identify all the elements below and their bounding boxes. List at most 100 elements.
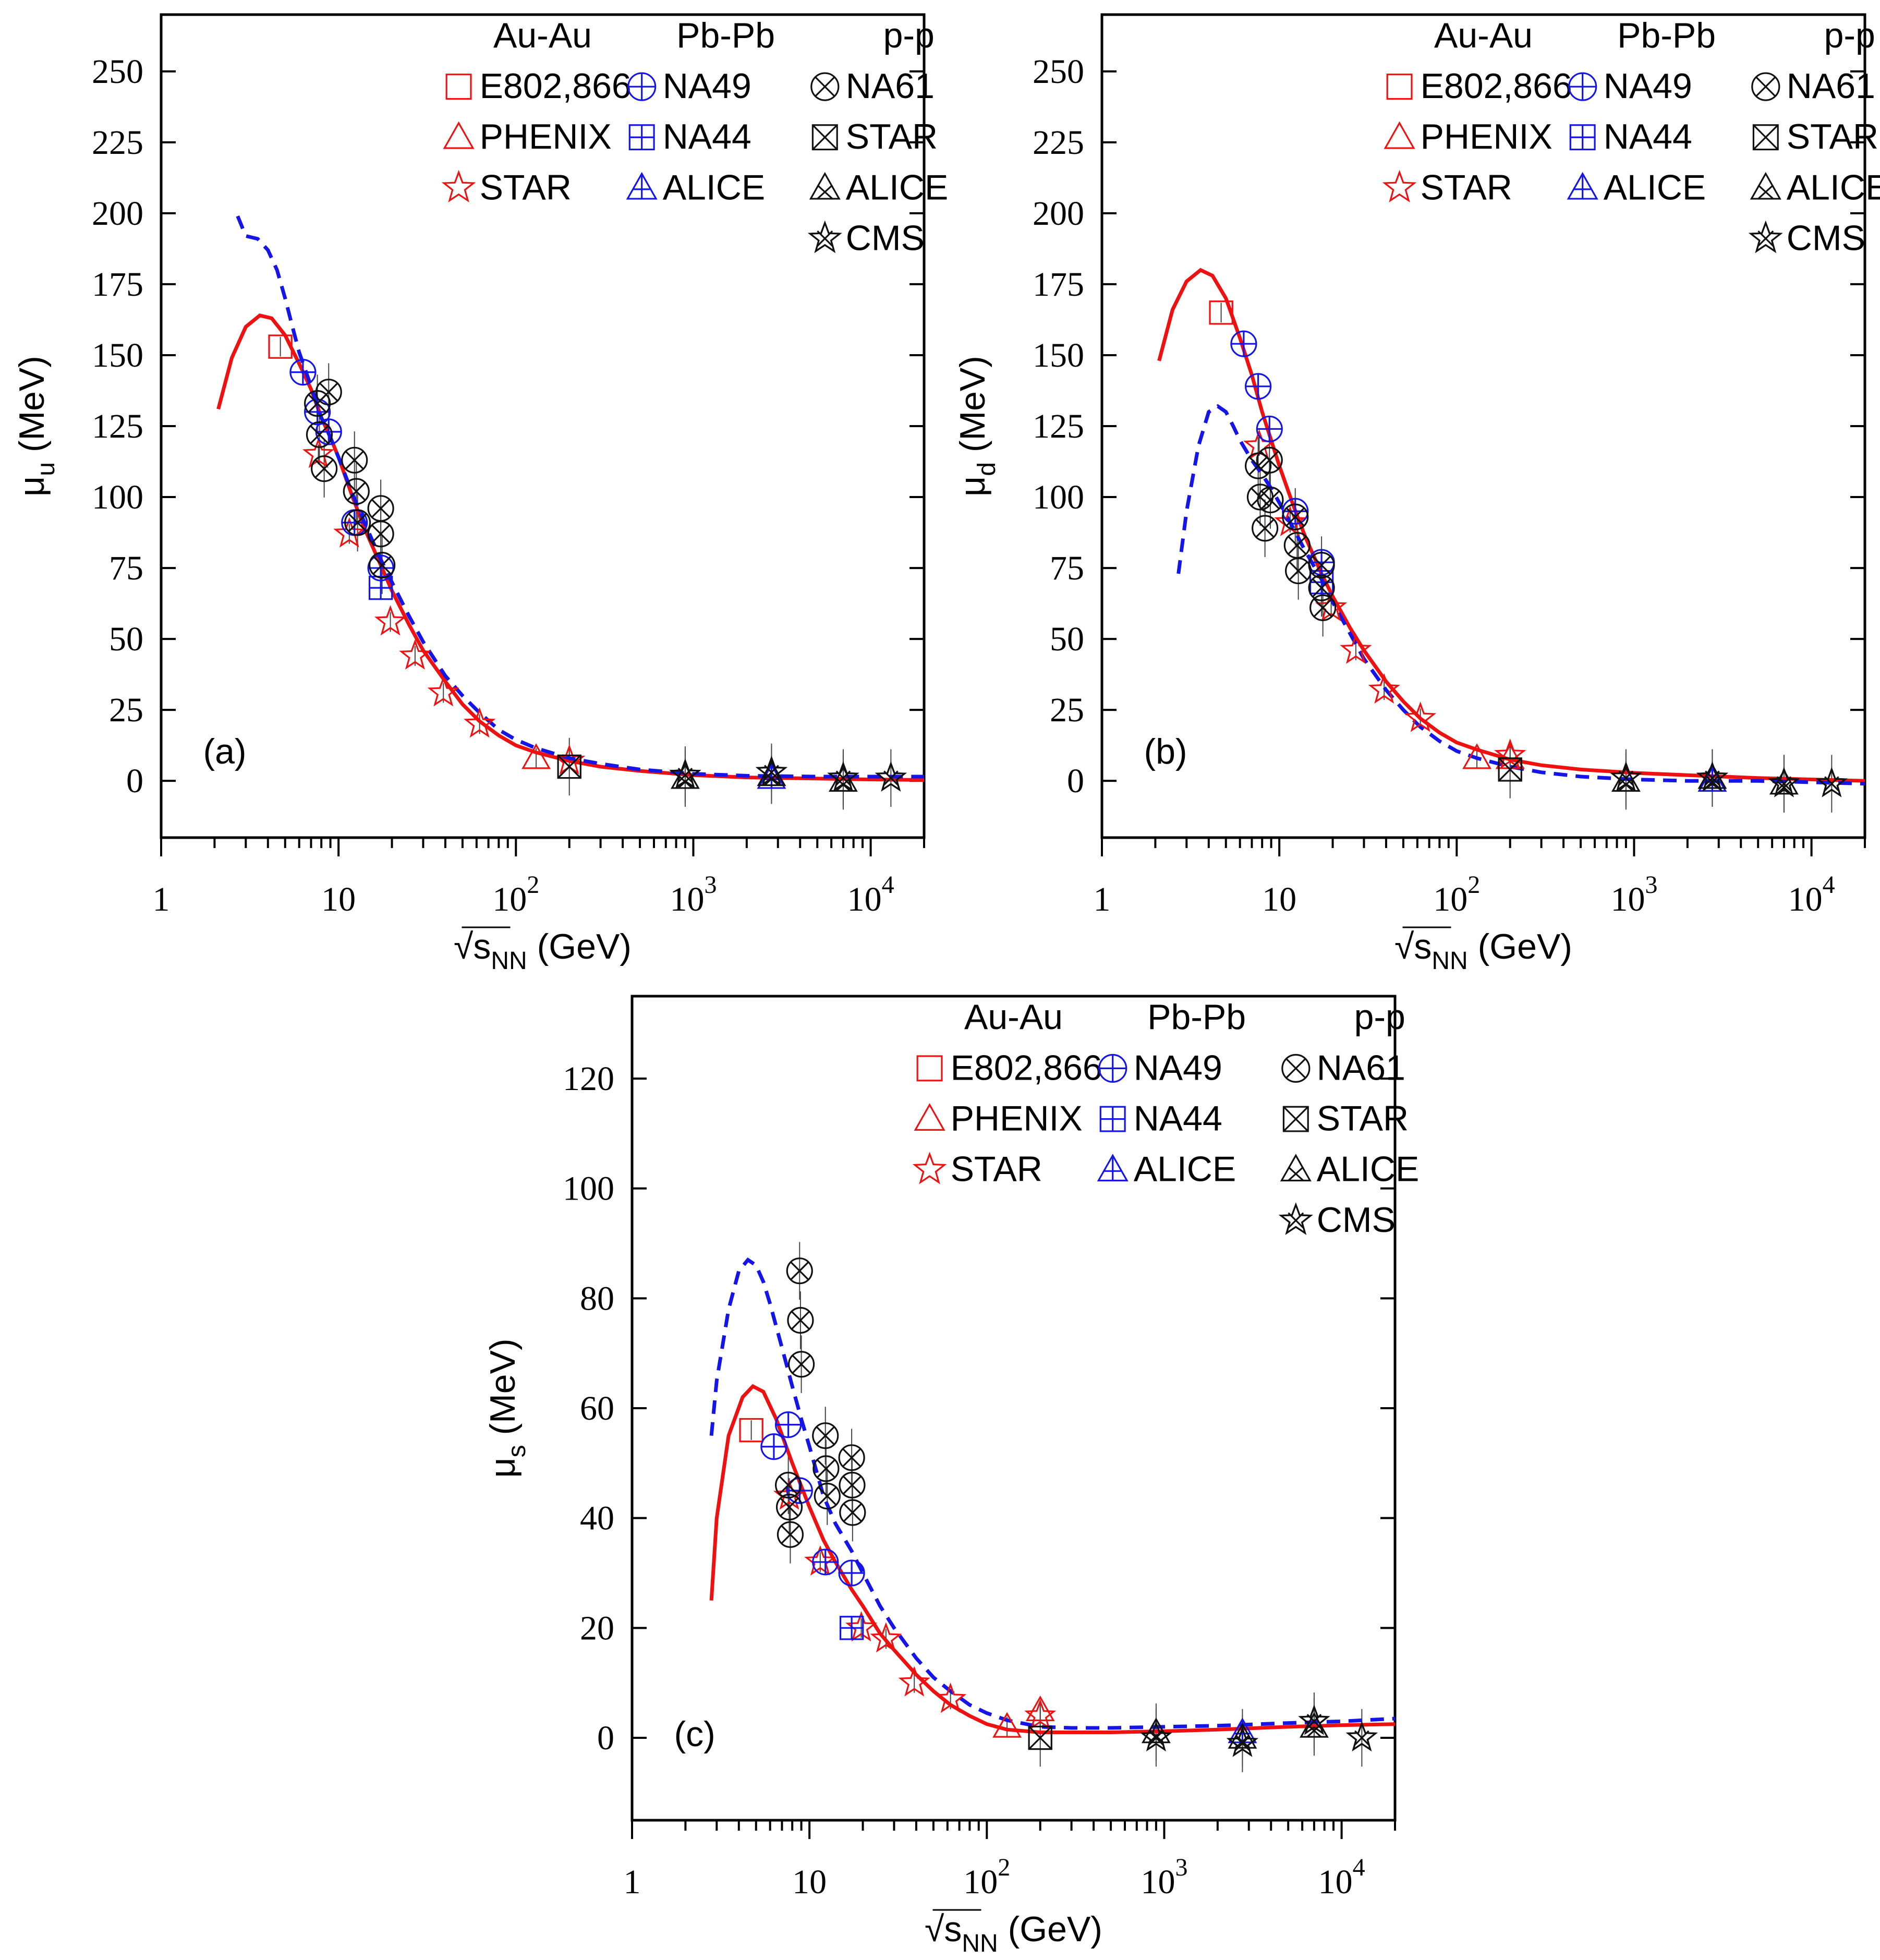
y-tick-label: 250	[92, 53, 143, 91]
y-tick-label: 150	[1033, 336, 1084, 374]
x-tick-base: 10	[963, 1863, 998, 1901]
x-tick-label: 103	[670, 871, 717, 918]
x-tick-label: 104	[1788, 871, 1835, 918]
data-point-star-x	[1298, 1704, 1330, 1735]
data-point-circle-x	[1308, 552, 1335, 579]
data-point-star-x	[1768, 767, 1800, 797]
model-curve-dashed	[236, 215, 924, 779]
legend-label: PHENIX	[951, 1099, 1083, 1139]
data-point-square-x	[1498, 757, 1522, 782]
x-tick-label: 104	[847, 871, 894, 918]
legend-label: ALICE	[846, 167, 949, 207]
model-curve-dashed	[709, 1257, 1395, 1730]
y-axis-label-sub: u	[32, 462, 60, 476]
x-axis-label-sub: NN	[962, 1930, 998, 1957]
data-point-circle-plus	[315, 418, 342, 445]
x-axis-label-sub: NN	[1432, 947, 1467, 975]
x-axis-label: √sNN (GeV)	[1394, 927, 1572, 975]
y-tick-label: 125	[92, 407, 143, 445]
data-point-circle-plus	[775, 1411, 802, 1438]
y-tick-label: 150	[92, 336, 143, 374]
data-point-star-x	[1610, 761, 1642, 792]
y-tick-label: 25	[1050, 691, 1084, 729]
x-tick-base: 10	[1610, 880, 1645, 918]
data-point-star-x	[669, 758, 701, 789]
data-point-star	[870, 1622, 902, 1653]
legend-label: NA44	[1134, 1099, 1222, 1139]
legend-header: Au-Au	[493, 16, 592, 55]
legend-marker-star	[441, 170, 476, 203]
legend-label: CMS	[1317, 1200, 1396, 1240]
legend-marker-square-plus	[1099, 1106, 1126, 1132]
x-tick-base: 1	[153, 880, 170, 918]
x-tick-label: 104	[1318, 1854, 1365, 1901]
data-point-square	[1209, 300, 1233, 325]
y-tick-label: 200	[92, 195, 143, 233]
y-tick-label: 80	[580, 1279, 614, 1317]
x-tick-exponent: 2	[998, 1854, 1010, 1881]
x-tick-label: 103	[1141, 1854, 1187, 1901]
data-point-circle-x	[341, 446, 368, 474]
data-point-star	[1368, 673, 1400, 704]
legend-marker-triangle-x	[809, 172, 841, 200]
data-point-circle-x	[369, 552, 396, 579]
data-point-circle-plus	[1245, 373, 1272, 400]
y-tick-label: 20	[580, 1609, 614, 1647]
data-point-circle-x	[1309, 594, 1337, 621]
data-point-circle-x	[1257, 486, 1284, 514]
legend-marker-star-x	[1278, 1202, 1313, 1235]
data-points	[739, 1257, 1378, 1757]
x-tick-label: 103	[1610, 871, 1657, 918]
legend-label: ALICE	[1134, 1150, 1236, 1189]
y-tick-label: 50	[109, 620, 143, 658]
legend-marker-circle-x	[1281, 1054, 1311, 1083]
x-tick-exponent: 4	[1353, 1854, 1365, 1881]
x-tick-exponent: 4	[1823, 871, 1835, 899]
x-axis-label-unit: (GeV)	[527, 927, 632, 966]
data-point-square-x	[557, 754, 581, 779]
legend-label: PHENIX	[480, 117, 612, 156]
data-point-circle-x	[786, 1257, 813, 1285]
data-point-circle-x	[343, 478, 370, 505]
x-axis-label-unit: (GeV)	[998, 1909, 1102, 1949]
legend-marker-star-x	[807, 220, 842, 253]
data-point-circle-x	[787, 1306, 814, 1334]
panel-label: (b)	[1144, 732, 1187, 771]
legend-label: STAR	[951, 1150, 1042, 1189]
legend-header: p-p	[883, 16, 935, 55]
data-point-circle-plus	[1230, 330, 1257, 357]
legend-label: STAR	[1421, 167, 1512, 207]
legend-marker-square-x	[1752, 124, 1779, 151]
legend-marker-star	[912, 1152, 947, 1184]
x-tick-exponent: 2	[527, 871, 539, 899]
legend-label: STAR	[480, 167, 572, 207]
x-axis-label-main: √s	[1394, 927, 1432, 966]
x-axis-label: √sNN (GeV)	[925, 1909, 1102, 1957]
x-tick-label: 10	[792, 1863, 827, 1901]
x-axis-label-unit: (GeV)	[1468, 927, 1572, 966]
x-tick-base: 10	[847, 880, 882, 918]
y-axis-label-unit: (MeV)	[483, 1338, 523, 1445]
legend-label: E802,866	[1421, 66, 1572, 106]
x-tick-label: 102	[1433, 871, 1480, 918]
y-axis-label-main: μ	[483, 1457, 523, 1478]
y-axis-label: μd (MeV)	[953, 356, 1001, 497]
panel-label: (a)	[203, 732, 246, 771]
data-point-star-x	[1226, 1726, 1259, 1757]
x-tick-base: 10	[492, 880, 527, 918]
y-axis-label-unit: (MeV)	[953, 356, 992, 462]
x-tick-label: 10	[1262, 880, 1296, 918]
data-point-triangle	[992, 1712, 1022, 1738]
data-point-star	[427, 676, 459, 707]
legend-label: NA61	[1787, 66, 1875, 106]
y-tick-label: 0	[1067, 762, 1084, 800]
legend-header: Pb-Pb	[1147, 997, 1246, 1037]
legend: Au-Au E802,866 PHENIX STAR Pb-Pb NA49 NA44 ALIC…	[441, 16, 949, 258]
data-points	[268, 334, 907, 792]
y-tick-label: 40	[580, 1499, 614, 1538]
y-tick-label: 75	[109, 549, 143, 587]
y-tick-label: 75	[1050, 549, 1084, 587]
legend-marker-triangle-x	[1280, 1154, 1312, 1182]
data-point-star	[464, 707, 496, 738]
